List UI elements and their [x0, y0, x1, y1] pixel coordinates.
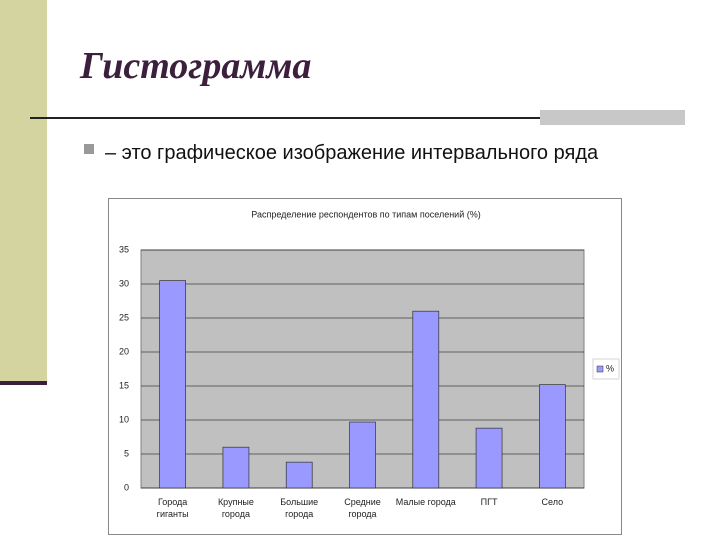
y-tick-label: 25: [119, 312, 129, 322]
side-bar-edge: [0, 381, 47, 385]
bar: [539, 384, 566, 489]
y-tick-label: 0: [124, 482, 129, 492]
bar: [285, 461, 313, 489]
bar: [475, 427, 503, 489]
title-rule: [30, 117, 685, 119]
chart-title: Распределение респондентов по типам посе…: [251, 209, 480, 219]
slide-title: Гистограмма: [80, 45, 312, 87]
bullet-marker: [84, 144, 94, 154]
y-tick-label: 5: [124, 448, 129, 458]
legend-label: %: [606, 363, 614, 373]
legend-swatch: [596, 365, 604, 373]
y-tick-label: 30: [119, 278, 129, 288]
bar: [159, 280, 186, 489]
x-tick-label: Большие города: [280, 497, 319, 519]
bar: [412, 310, 440, 489]
y-tick-label: 15: [119, 380, 129, 390]
rule-block: [540, 110, 685, 125]
x-tick-label: ПГТ: [480, 497, 498, 507]
x-tick-label: Село: [541, 497, 564, 507]
legend-frame: [592, 358, 620, 380]
y-tick-label: 10: [119, 414, 129, 424]
side-bar: [0, 0, 47, 382]
bar: [349, 421, 376, 489]
chart: Распределение респондентов по типам посе…: [119, 209, 620, 492]
x-tick-label: Малые города: [395, 497, 456, 507]
y-tick-label: 20: [119, 346, 129, 356]
bar: [222, 446, 250, 489]
x-tick-label: Крупные города: [217, 497, 254, 519]
x-tick-label: Города гиганты: [156, 497, 189, 519]
x-tick-label: Средние города: [344, 497, 381, 519]
y-tick-label: 35: [119, 244, 129, 254]
bullet-text: – это графическое изображение интервальн…: [105, 142, 599, 164]
chart-box: Распределение респондентов по типам посе…: [108, 198, 622, 535]
